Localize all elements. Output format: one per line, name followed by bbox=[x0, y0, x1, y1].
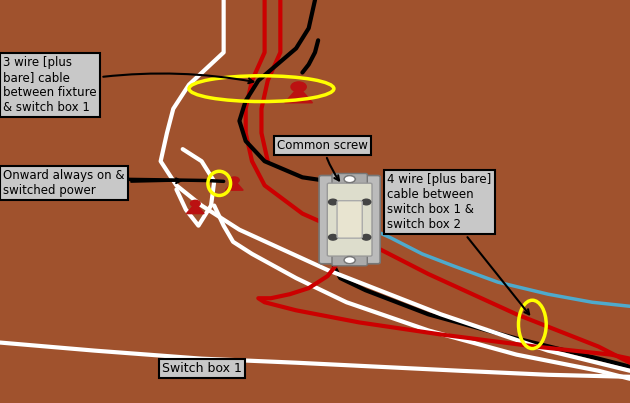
Polygon shape bbox=[285, 87, 312, 103]
FancyBboxPatch shape bbox=[332, 255, 367, 266]
Circle shape bbox=[291, 82, 306, 92]
FancyBboxPatch shape bbox=[328, 183, 372, 256]
FancyBboxPatch shape bbox=[332, 173, 367, 185]
Circle shape bbox=[362, 199, 371, 205]
Circle shape bbox=[329, 199, 338, 205]
Circle shape bbox=[329, 235, 338, 240]
Circle shape bbox=[344, 176, 355, 183]
FancyBboxPatch shape bbox=[337, 201, 362, 238]
Text: Common screw: Common screw bbox=[277, 139, 368, 181]
Text: 4 wire [plus bare]
cable between
switch box 1 &
switch box 2: 4 wire [plus bare] cable between switch … bbox=[387, 173, 529, 314]
FancyBboxPatch shape bbox=[319, 176, 381, 264]
Circle shape bbox=[190, 200, 200, 207]
Circle shape bbox=[362, 235, 371, 240]
Text: Switch box 1: Switch box 1 bbox=[162, 362, 241, 375]
Polygon shape bbox=[186, 204, 204, 214]
Text: Onward always on &
switched power: Onward always on & switched power bbox=[3, 169, 181, 197]
Text: 3 wire [plus
bare] cable
between fixture
& switch box 1: 3 wire [plus bare] cable between fixture… bbox=[3, 56, 253, 114]
Circle shape bbox=[344, 256, 355, 264]
Circle shape bbox=[229, 177, 239, 183]
Polygon shape bbox=[226, 180, 243, 190]
